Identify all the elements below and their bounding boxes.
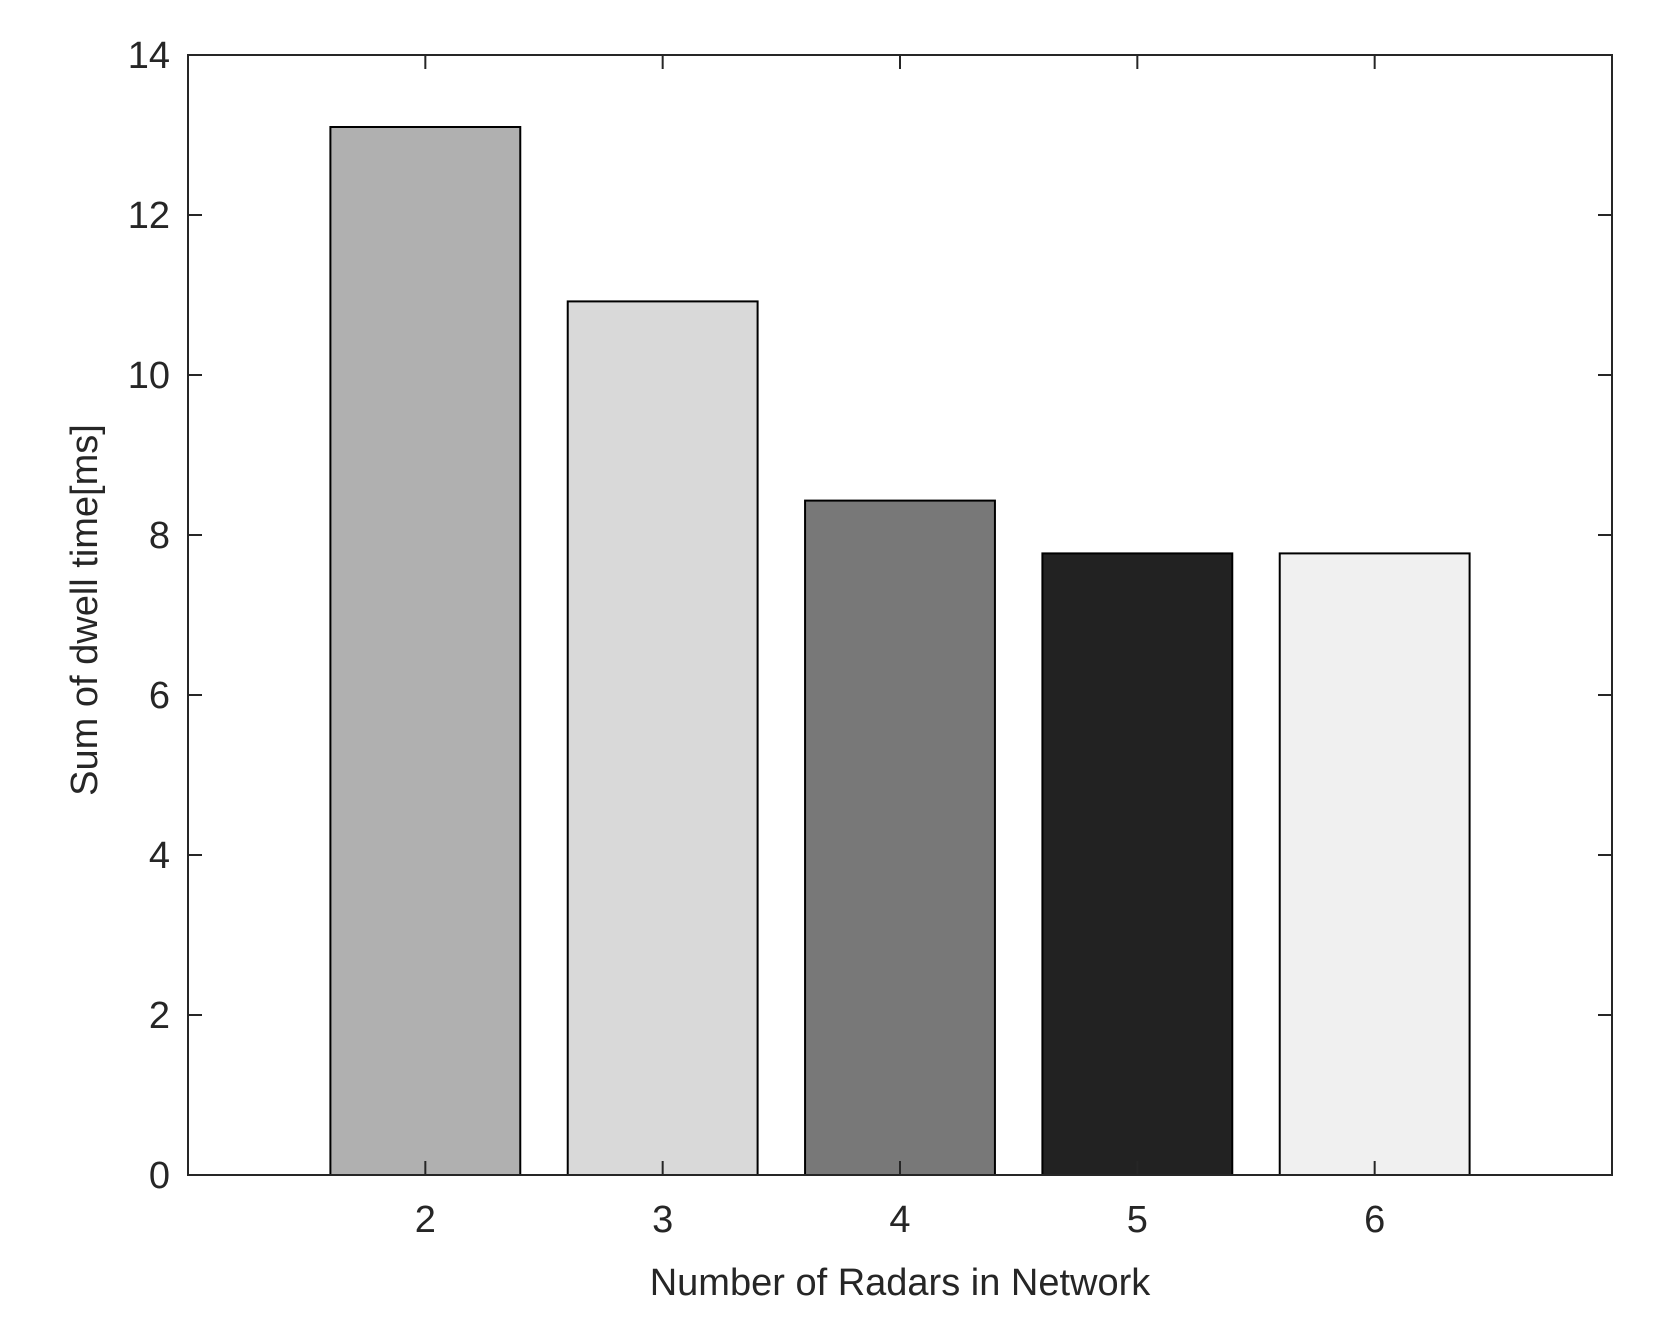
- bar-4: [804, 499, 996, 1177]
- labels-layer: Number of Radars in Network Sum of dwell…: [64, 424, 1151, 1304]
- y-axis-label: Sum of dwell time[ms]: [64, 424, 106, 796]
- y-tick-label: 14: [128, 35, 170, 77]
- x-tick-label: 2: [415, 1199, 436, 1241]
- x-tick-label: 6: [1364, 1199, 1385, 1241]
- y-tick-label: 2: [149, 995, 170, 1037]
- x-axis-label: Number of Radars in Network: [650, 1262, 1152, 1304]
- y-tick-label: 0: [149, 1155, 170, 1197]
- bar-2: [329, 126, 522, 1176]
- bar-5: [1041, 552, 1234, 1176]
- axes-layer: 0 2 4 6 8 10 12 14 2 3 4 5 6: [128, 35, 1613, 1241]
- x-tick-label: 3: [652, 1199, 673, 1241]
- y-tick-label: 6: [149, 675, 170, 717]
- bar-3: [566, 300, 759, 1176]
- y-tick-label: 4: [149, 835, 170, 877]
- bar-6: [1278, 552, 1471, 1176]
- y-tick-label: 12: [128, 195, 170, 237]
- bars-layer: [329, 126, 1471, 1177]
- y-tick-label: 8: [149, 515, 170, 557]
- x-tick-label: 5: [1127, 1199, 1148, 1241]
- x-tick-label: 4: [889, 1199, 910, 1241]
- y-tick-label: 10: [128, 355, 170, 397]
